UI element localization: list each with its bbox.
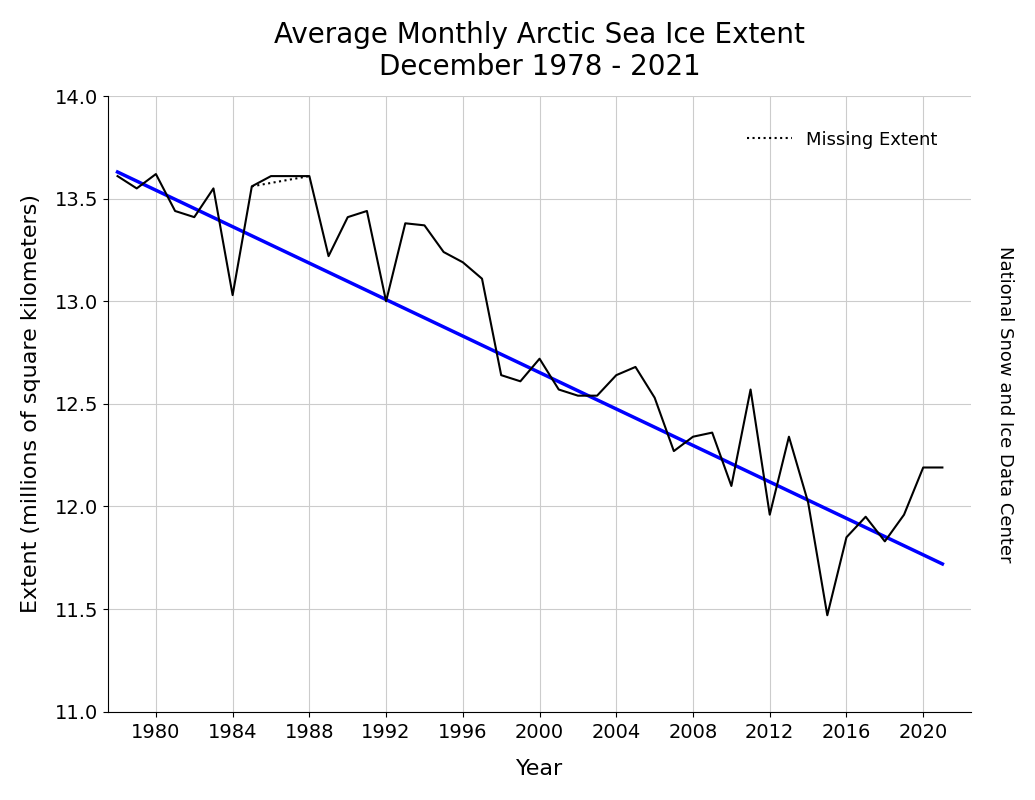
Title: Average Monthly Arctic Sea Ice Extent
December 1978 - 2021: Average Monthly Arctic Sea Ice Extent De… (274, 21, 805, 82)
Y-axis label: Extent (millions of square kilometers): Extent (millions of square kilometers) (21, 194, 40, 614)
X-axis label: Year: Year (515, 759, 563, 779)
Legend: Missing Extent: Missing Extent (739, 123, 945, 156)
Y-axis label: National Snow and Ice Data Center: National Snow and Ice Data Center (996, 246, 1014, 562)
